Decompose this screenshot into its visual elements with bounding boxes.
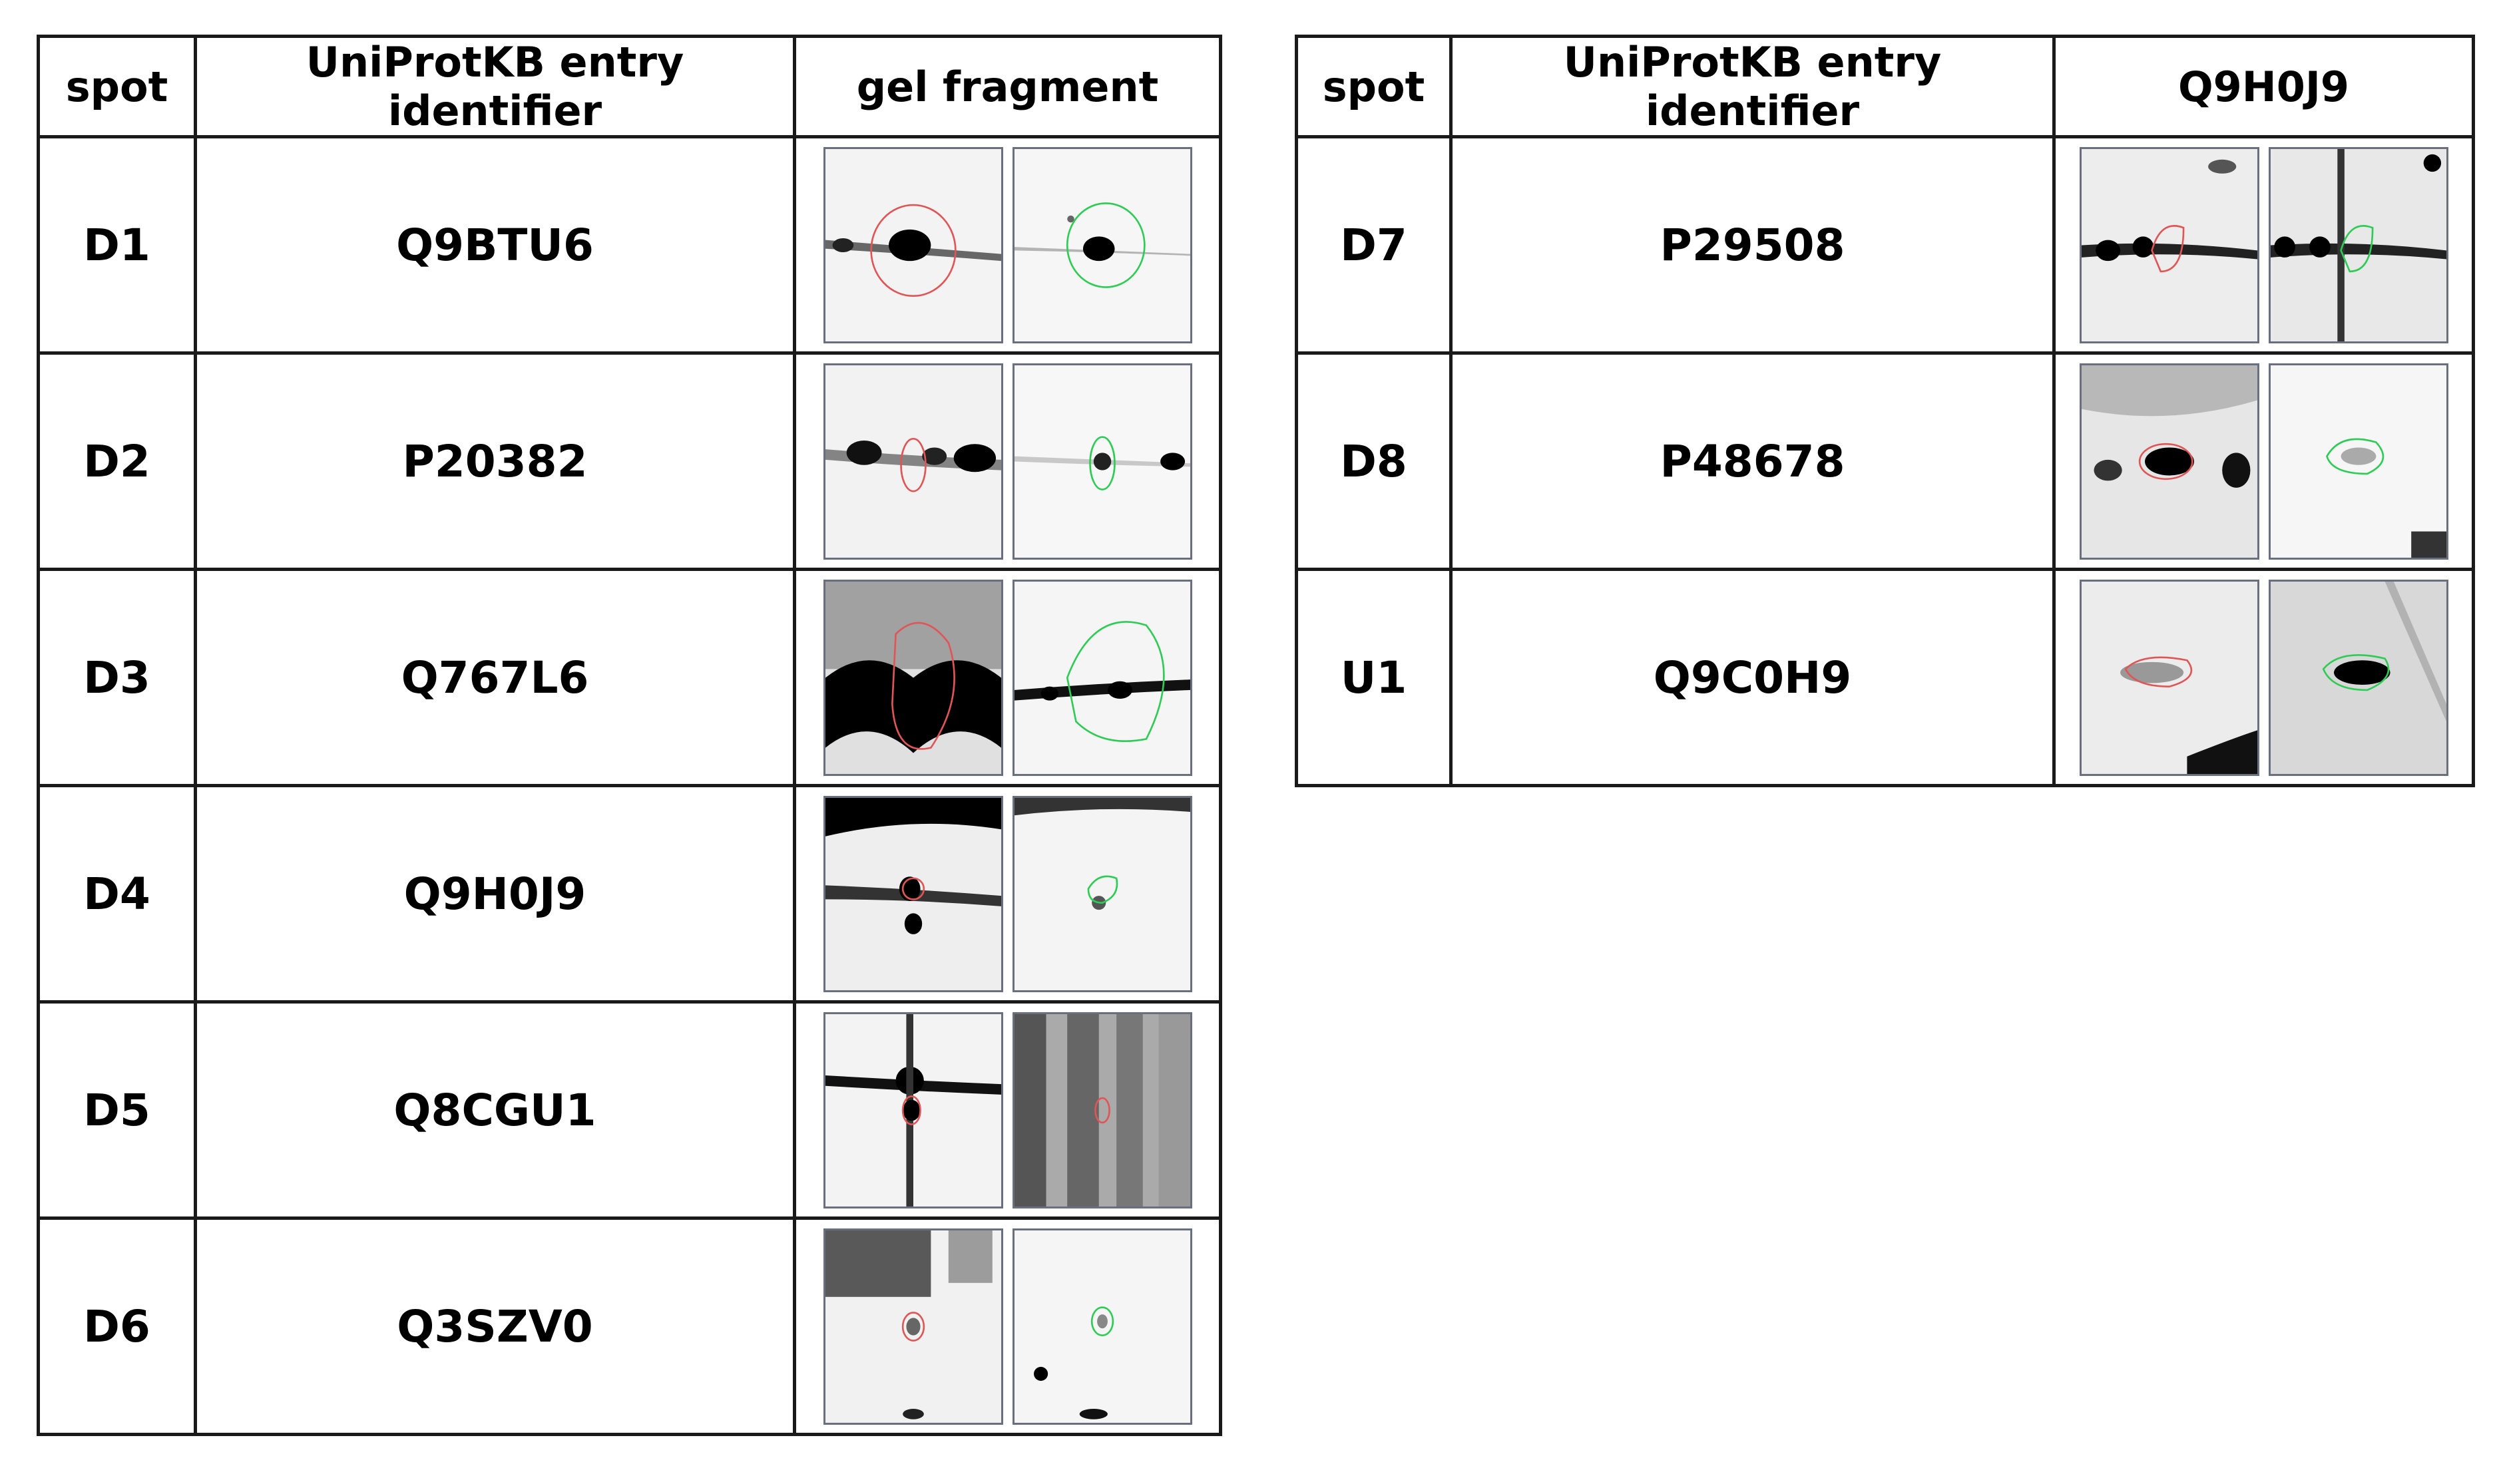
gel-image-right <box>1012 363 1192 560</box>
gel-image-right <box>1012 1228 1192 1425</box>
gel-image-left <box>823 1012 1003 1208</box>
gel-fragment-cell <box>793 784 1222 1004</box>
header-uniprot-id: UniProtKB entry identifier <box>194 35 796 138</box>
spot-label: D4 <box>37 784 197 1004</box>
gel-image-right <box>2268 363 2448 560</box>
gel-fragment-cell <box>2052 568 2475 787</box>
uniprot-id: Q9C0H9 <box>1449 568 2056 787</box>
gel-image-left <box>823 146 1003 343</box>
gel-image-right <box>1012 1012 1192 1208</box>
gel-image-left <box>823 1228 1003 1425</box>
spot-label: D6 <box>37 1216 197 1436</box>
gel-image-left <box>2079 579 2259 776</box>
table-row: D3 Q767L6 <box>37 568 1222 787</box>
gel-image-right <box>1012 795 1192 992</box>
table-row: D4 Q9H0J9 <box>37 784 1222 1004</box>
header-gel-fragment: Q9H0J9 <box>2052 35 2475 138</box>
gel-image-left <box>2079 146 2259 343</box>
uniprot-id: P48678 <box>1449 351 2056 571</box>
uniprot-id: P20382 <box>194 351 796 571</box>
uniprot-id: Q8CGU1 <box>194 1000 796 1220</box>
spot-label: D8 <box>1295 351 1453 571</box>
uniprot-id: Q767L6 <box>194 568 796 787</box>
right-spot-table: spot UniProtKB entry identifier Q9H0J9 D… <box>1295 35 2475 787</box>
left-spot-table: spot UniProtKB entry identifier gel frag… <box>37 35 1222 1436</box>
gel-fragment-cell <box>793 1000 1222 1220</box>
header-row: spot UniProtKB entry identifier gel frag… <box>37 35 1222 138</box>
gel-fragment-cell <box>793 351 1222 571</box>
gel-image-left <box>823 795 1003 992</box>
spot-label: D5 <box>37 1000 197 1220</box>
spot-label: D1 <box>37 135 197 355</box>
table-row: U1 Q9C0H9 <box>1295 568 2475 787</box>
header-row: spot UniProtKB entry identifier Q9H0J9 <box>1295 35 2475 138</box>
spot-label: D7 <box>1295 135 1453 355</box>
gel-fragment-cell <box>793 135 1222 355</box>
table-row: D8 P48678 <box>1295 351 2475 571</box>
gel-image-left <box>823 363 1003 560</box>
gel-image-left <box>2079 363 2259 560</box>
uniprot-id: Q3SZV0 <box>194 1216 796 1436</box>
spot-label: D2 <box>37 351 197 571</box>
table-row: D2 P20382 <box>37 351 1222 571</box>
uniprot-id: Q9BTU6 <box>194 135 796 355</box>
uniprot-id: Q9H0J9 <box>194 784 796 1004</box>
gel-fragment-cell <box>793 568 1222 787</box>
gel-fragment-cell <box>2052 351 2475 571</box>
gel-fragment-cell <box>2052 135 2475 355</box>
spot-label: U1 <box>1295 568 1453 787</box>
spot-label: D3 <box>37 568 197 787</box>
gel-fragment-cell <box>793 1216 1222 1436</box>
header-spot: spot <box>37 35 197 138</box>
gel-image-right <box>1012 146 1192 343</box>
uniprot-id: P29508 <box>1449 135 2056 355</box>
table-row: D7 P29508 <box>1295 135 2475 355</box>
table-row: D6 Q3SZV0 <box>37 1216 1222 1436</box>
gel-image-left <box>823 579 1003 776</box>
gel-image-right <box>1012 579 1192 776</box>
gel-image-right <box>2268 579 2448 776</box>
gel-image-right <box>2268 146 2448 343</box>
table-row: D1 Q9BTU6 <box>37 135 1222 355</box>
header-gel-fragment: gel fragment <box>793 35 1222 138</box>
header-uniprot-id: UniProtKB entry identifier <box>1449 35 2056 138</box>
header-spot: spot <box>1295 35 1453 138</box>
table-row: D5 Q8CGU1 <box>37 1000 1222 1220</box>
